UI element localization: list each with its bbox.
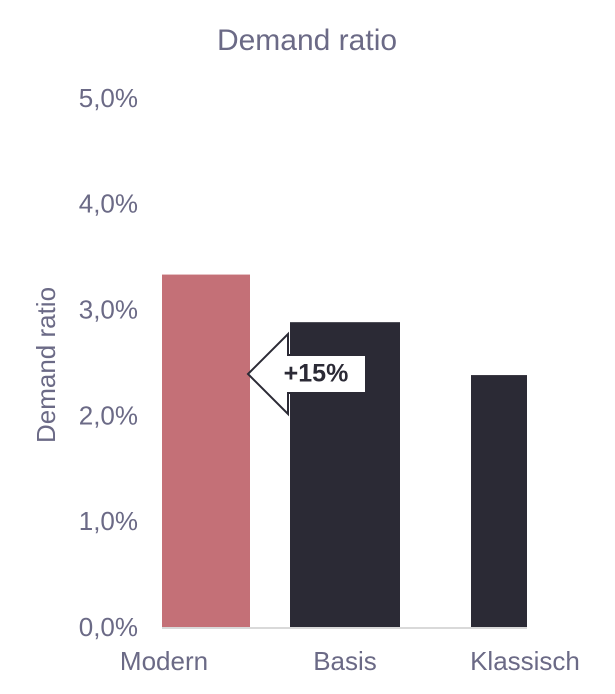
annotation-arrow [246, 331, 367, 417]
y-tick-label: 0,0% [79, 612, 138, 642]
y-tick-label: 4,0% [79, 189, 138, 219]
x-tick-label: Basis [313, 646, 377, 676]
annotation: +15% [246, 331, 367, 417]
y-tick-label: 1,0% [79, 506, 138, 536]
y-tick-label: 5,0% [79, 83, 138, 113]
x-tick-label: Modern [120, 646, 208, 676]
x-tick-label: Klassisch [470, 646, 580, 676]
annotation-label: +15% [284, 360, 349, 388]
y-tick-label: 3,0% [79, 294, 138, 324]
y-axis-title: Demand ratio [31, 287, 61, 443]
bar [471, 375, 527, 629]
bar [162, 274, 250, 629]
y-tick-label: 2,0% [79, 400, 138, 430]
chart-title: Demand ratio [217, 24, 397, 57]
